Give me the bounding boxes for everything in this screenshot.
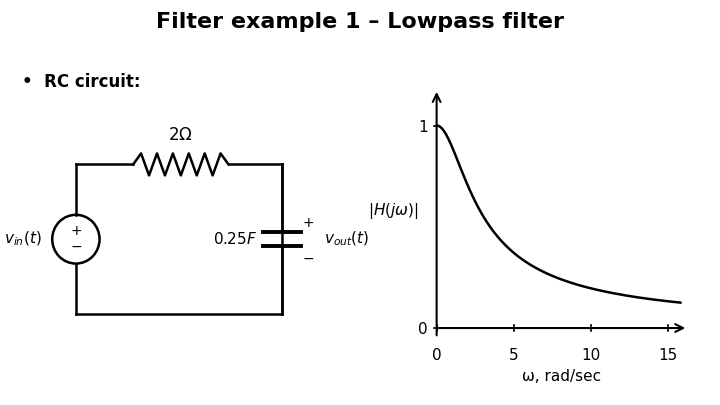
Text: −: −	[303, 252, 315, 266]
Text: •  RC circuit:: • RC circuit:	[22, 73, 140, 91]
Text: +: +	[70, 224, 81, 238]
Text: $\mathit{v_{out}(t)}$: $\mathit{v_{out}(t)}$	[324, 230, 369, 248]
Text: −: −	[70, 240, 81, 254]
Text: Filter example 1 – Lowpass filter: Filter example 1 – Lowpass filter	[156, 12, 564, 32]
X-axis label: ω, rad/sec: ω, rad/sec	[522, 369, 601, 384]
Text: $\mathit{v_{in}(t)}$: $\mathit{v_{in}(t)}$	[4, 230, 42, 248]
Text: $2\Omega$: $2\Omega$	[168, 126, 193, 144]
Text: $\mathit{0.25F}$: $\mathit{0.25F}$	[213, 231, 257, 247]
Text: $|H(j\omega)|$: $|H(j\omega)|$	[368, 200, 419, 221]
Text: +: +	[303, 216, 315, 230]
